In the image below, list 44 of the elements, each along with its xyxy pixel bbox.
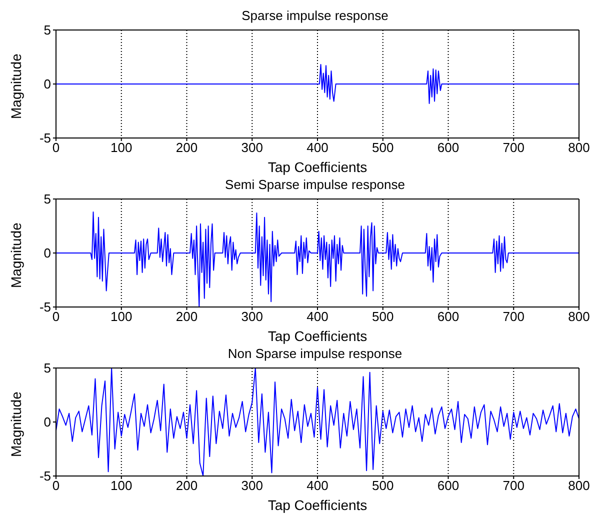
x-axis-title: Tap Coefficients <box>268 159 368 175</box>
x-tick-label: 500 <box>372 478 394 494</box>
y-tick-label: -5 <box>39 468 51 484</box>
x-tick-label: 500 <box>372 140 394 156</box>
x-tick-label: 800 <box>568 478 590 494</box>
y-tick-label: -5 <box>39 130 51 146</box>
x-tick-label: 300 <box>241 478 263 494</box>
x-tick-label: 400 <box>306 478 328 494</box>
x-tick-label: 100 <box>110 140 132 156</box>
x-tick-label: 800 <box>568 309 590 324</box>
x-tick-label: 700 <box>502 140 524 156</box>
x-tick-label: 100 <box>110 478 132 494</box>
x-tick-label: 600 <box>437 309 460 324</box>
y-tick-label: 0 <box>44 76 51 92</box>
y-tick-label: 5 <box>44 22 51 38</box>
x-tick-label: 700 <box>502 478 524 494</box>
x-tick-label: 200 <box>176 309 198 324</box>
x-axis-title: Tap Coefficients <box>268 497 368 513</box>
x-tick-label: 500 <box>372 309 394 324</box>
x-tick-label: 300 <box>241 309 263 324</box>
chart-title: Non Sparse impulse response <box>226 346 404 362</box>
x-tick-label: 400 <box>306 140 328 156</box>
y-axis-title: Magnitude <box>8 391 24 457</box>
y-tick-label: 0 <box>44 246 51 261</box>
line-series <box>56 64 579 104</box>
y-tick-label: 5 <box>44 192 51 207</box>
chart-title: Semi Sparse impulse response <box>224 177 406 193</box>
line-series <box>56 368 579 476</box>
x-tick-label: 100 <box>110 309 132 324</box>
y-axis-title: Magnitude <box>8 53 24 119</box>
x-tick-label: 600 <box>437 478 460 494</box>
x-tick-label: 700 <box>502 309 524 324</box>
x-tick-label: 800 <box>568 140 590 156</box>
y-axis-title: Magnitude <box>8 222 24 288</box>
chart-title: Sparse impulse response <box>240 8 390 24</box>
y-tick-label: 0 <box>44 414 51 430</box>
x-axis-title: Tap Coefficients <box>268 328 368 344</box>
x-tick-label: 400 <box>306 309 328 324</box>
y-tick-label: 5 <box>44 360 51 376</box>
x-tick-label: 200 <box>176 478 198 494</box>
x-tick-label: 600 <box>437 140 460 156</box>
x-tick-label: 200 <box>176 140 198 156</box>
y-tick-label: -5 <box>39 300 51 315</box>
x-tick-label: 300 <box>241 140 263 156</box>
